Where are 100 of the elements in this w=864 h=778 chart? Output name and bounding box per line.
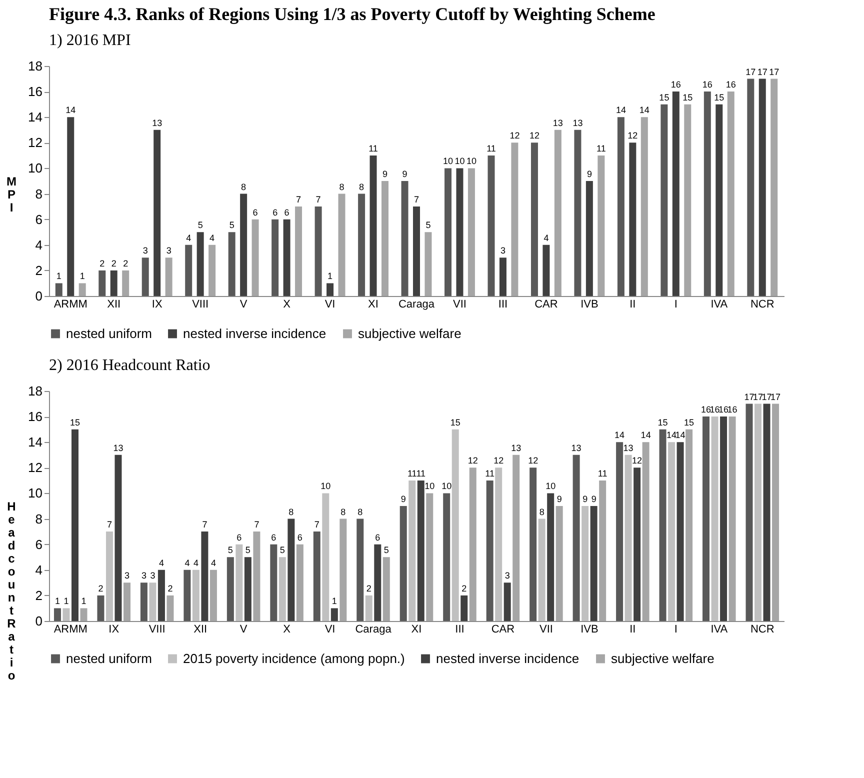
- bar: [201, 532, 208, 621]
- y-tick-label: 0: [35, 614, 42, 628]
- bar: [288, 518, 295, 621]
- bar: [296, 544, 304, 621]
- bar: [408, 480, 416, 621]
- bar: [228, 232, 236, 296]
- bar: [634, 468, 641, 621]
- x-tick-label: III: [498, 298, 508, 310]
- bar: [278, 557, 286, 621]
- x-tick-label: ARMM: [54, 624, 88, 636]
- data-label: 11: [368, 143, 378, 154]
- data-label: 11: [416, 468, 426, 478]
- bar: [659, 429, 666, 621]
- bar: [295, 206, 302, 296]
- x-tick-label: IX: [108, 624, 120, 636]
- bar: [244, 557, 252, 621]
- bar: [140, 582, 148, 621]
- bar: [511, 142, 518, 296]
- bar: [270, 544, 278, 621]
- bar: [624, 454, 632, 621]
- bar: [381, 181, 388, 296]
- bar: [530, 468, 537, 621]
- data-label: 10: [443, 156, 454, 166]
- bar: [272, 219, 279, 296]
- bar: [98, 270, 106, 296]
- bar: [370, 155, 377, 296]
- text: Headcount Ratio: [7, 500, 16, 682]
- data-label: 8: [339, 182, 344, 192]
- x-tick-label: NCR: [750, 298, 774, 310]
- bar: [106, 532, 113, 621]
- bar: [460, 595, 468, 621]
- x-tick-label: IVA: [710, 298, 728, 310]
- bar: [770, 78, 778, 296]
- legend-label: nested uniform: [66, 326, 152, 341]
- data-label: 9: [402, 169, 408, 179]
- data-label: 13: [511, 442, 522, 453]
- data-label: 16: [726, 80, 736, 90]
- bar: [444, 168, 452, 296]
- y-tick-label: 16: [28, 409, 42, 424]
- data-label: 10: [442, 481, 452, 492]
- bar: [358, 194, 366, 296]
- bar: [676, 442, 684, 621]
- data-label: 15: [659, 92, 670, 102]
- bar: [426, 493, 434, 621]
- bar: [763, 404, 770, 621]
- data-label: 5: [229, 220, 234, 230]
- bar: [754, 404, 762, 621]
- data-label: 1: [328, 271, 333, 282]
- bar: [747, 78, 754, 296]
- y-tick-label: 18: [28, 384, 42, 398]
- bar: [424, 232, 432, 296]
- data-label: 4: [158, 558, 164, 568]
- bar: [226, 557, 234, 621]
- bar: [660, 104, 668, 296]
- data-label: 2: [462, 583, 467, 594]
- data-label: 9: [591, 494, 596, 504]
- data-label: 13: [572, 118, 583, 128]
- y-tick-label: 8: [35, 186, 42, 202]
- chart-title: Figure 4.3. Ranks of Regions Using 1/3 as Poverty Cutoff by Weighting Scheme: [49, 4, 656, 24]
- data-label: 13: [113, 442, 124, 453]
- data-label: 6: [252, 207, 258, 218]
- data-label: 17: [752, 392, 764, 402]
- data-label: 8: [340, 506, 346, 517]
- bar: [185, 244, 192, 296]
- data-label: 7: [106, 520, 112, 530]
- bar: [401, 181, 408, 296]
- data-label: 1: [332, 596, 337, 606]
- bar: [772, 404, 780, 621]
- data-label: 6: [272, 207, 278, 218]
- bar: [114, 454, 122, 621]
- data-label: 4: [193, 558, 198, 568]
- x-tick-label: II: [630, 298, 636, 310]
- data-label: 1: [64, 596, 69, 606]
- bar: [574, 130, 582, 296]
- data-label: 16: [670, 80, 681, 90]
- bar: [728, 416, 736, 621]
- x-tick-label: XI: [411, 624, 422, 636]
- data-label: 11: [486, 143, 496, 154]
- bar: [313, 532, 320, 621]
- bar: [702, 416, 710, 621]
- data-label: 16: [727, 404, 738, 415]
- bar: [488, 155, 495, 296]
- data-label: 3: [142, 246, 148, 256]
- bar: [236, 544, 243, 621]
- bar: [417, 480, 424, 621]
- bar: [149, 582, 156, 621]
- data-label: 5: [280, 545, 285, 556]
- bar: [330, 608, 338, 621]
- data-label: 14: [614, 430, 625, 440]
- bar: [746, 404, 753, 621]
- bar: [314, 206, 322, 296]
- data-label: 5: [198, 220, 203, 230]
- bar: [322, 493, 330, 621]
- bar: [400, 506, 407, 621]
- data-label: 15: [450, 417, 460, 428]
- data-label: 10: [454, 156, 465, 166]
- data-label: 13: [623, 442, 634, 453]
- y-tick-label: 14: [28, 434, 42, 450]
- bar: [530, 142, 538, 296]
- data-label: 11: [485, 468, 495, 478]
